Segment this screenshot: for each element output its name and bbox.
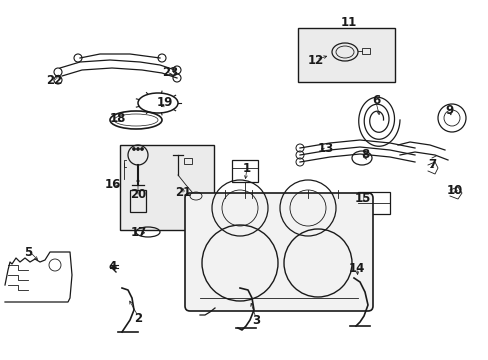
Text: 19: 19 [157, 96, 173, 109]
Text: 8: 8 [360, 148, 368, 162]
Text: 11: 11 [340, 15, 356, 28]
Bar [297, 28, 394, 82]
Text: 22: 22 [46, 73, 62, 86]
Text: 6: 6 [371, 94, 379, 107]
Bar [357, 192, 389, 214]
Text: 9: 9 [445, 104, 453, 117]
Text: 4: 4 [109, 260, 117, 273]
Text: 17: 17 [131, 225, 147, 238]
Text: 2: 2 [134, 311, 142, 324]
Text: 14: 14 [348, 261, 365, 274]
Text: 1: 1 [243, 162, 250, 175]
Text: 15: 15 [354, 192, 370, 204]
Text: 16: 16 [104, 179, 121, 192]
Text: 5: 5 [24, 246, 32, 258]
Text: 23: 23 [162, 66, 178, 78]
Circle shape [132, 148, 135, 150]
Text: 20: 20 [130, 189, 146, 202]
Circle shape [140, 148, 143, 150]
Bar [130, 190, 146, 212]
FancyBboxPatch shape [184, 193, 372, 311]
Text: 10: 10 [446, 184, 462, 197]
Text: 13: 13 [317, 141, 333, 154]
Bar [183, 158, 192, 164]
Bar [361, 48, 369, 54]
Text: 21: 21 [175, 186, 191, 199]
Text: 12: 12 [307, 54, 324, 67]
Bar [231, 160, 258, 182]
Circle shape [136, 148, 139, 150]
Bar [120, 145, 214, 230]
Text: 3: 3 [251, 314, 260, 327]
Text: 18: 18 [110, 112, 126, 125]
Text: 7: 7 [427, 158, 435, 171]
